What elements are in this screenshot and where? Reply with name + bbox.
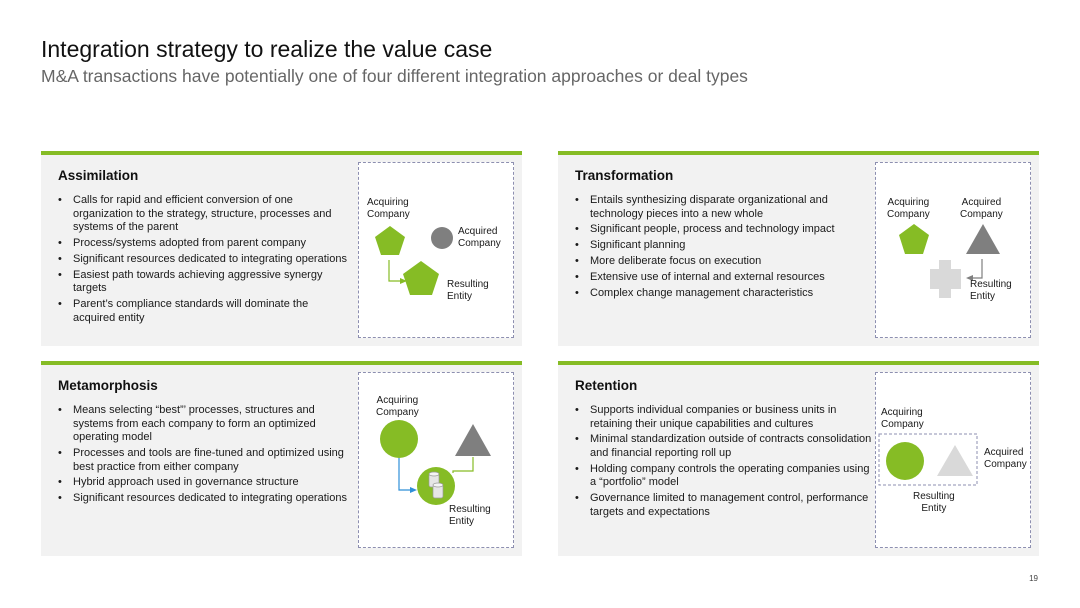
bullet-list: Means selecting “best”’ processes, struc…: [58, 404, 348, 508]
pentagon-icon: [899, 224, 929, 254]
bullet-item: Significant resources dedicated to integ…: [58, 253, 348, 267]
bullet-item: Means selecting “best”’ processes, struc…: [58, 404, 348, 445]
assimilation-panel: Assimilation Calls for rapid and efficie…: [41, 151, 522, 346]
panel-title: Assimilation: [58, 168, 139, 183]
panel-title: Transformation: [575, 168, 674, 183]
bullet-item: Significant resources dedicated to integ…: [58, 492, 348, 506]
connector-line: [398, 458, 413, 491]
transformation-diagram: Acquiring Company Acquired Company Resul…: [875, 162, 1031, 338]
triangle-icon: [455, 424, 491, 456]
bullet-list: Entails synthesizing disparate organizat…: [575, 194, 873, 302]
pentagon-icon: [375, 226, 405, 255]
bullet-item: Entails synthesizing disparate organizat…: [575, 194, 873, 221]
bullet-item: Minimal standardization outside of contr…: [575, 433, 873, 460]
resulting-entity-label: Resulting Entity: [970, 279, 1012, 302]
acquiring-company-label: Acquiring Company: [367, 197, 410, 220]
bullet-item: Complex change management characteristic…: [575, 287, 873, 301]
database-icon: [428, 471, 444, 499]
triangle-icon: [937, 445, 973, 476]
resulting-entity-label: Resulting Entity: [913, 491, 955, 514]
metamorphosis-diagram: Acquiring Company Resulting Entity: [358, 372, 514, 548]
acquired-company-label: Acquired Company: [458, 226, 501, 249]
circle-icon: [886, 442, 924, 480]
connector-line: [452, 457, 474, 473]
arrow-head-icon: [410, 487, 417, 493]
holding-company-box: [878, 433, 978, 486]
page-subtitle: M&A transactions have potentially one of…: [41, 66, 748, 86]
panel-title: Metamorphosis: [58, 378, 158, 393]
acquiring-company-label: Acquiring Company: [887, 197, 930, 220]
arrow-head-icon: [966, 275, 973, 281]
page-number: 19: [1029, 574, 1038, 583]
bullet-item: Extensive use of internal and external r…: [575, 271, 873, 285]
retention-panel: Retention Supports individual companies …: [558, 361, 1039, 556]
transformation-panel: Transformation Entails synthesizing disp…: [558, 151, 1039, 346]
bullet-item: Process/systems adopted from parent comp…: [58, 237, 348, 251]
connector-line: [970, 259, 983, 279]
acquiring-company-label: Acquiring Company: [881, 407, 924, 430]
acquired-company-label: Acquired Company: [984, 447, 1027, 470]
bullet-item: Easiest path towards achieving aggressiv…: [58, 269, 348, 296]
retention-diagram: Acquiring Company Acquired Company Resul…: [875, 372, 1031, 548]
bullet-item: Holding company controls the operating c…: [575, 463, 873, 490]
bullet-item: Processes and tools are fine-tuned and o…: [58, 447, 348, 474]
pentagon-icon: [403, 261, 439, 295]
acquired-company-label: Acquired Company: [960, 197, 1003, 220]
bullet-list: Supports individual companies or busines…: [575, 404, 873, 522]
panel-title: Retention: [575, 378, 638, 393]
bullet-item: Hybrid approach used in governance struc…: [58, 476, 348, 490]
assimilation-diagram: Acquiring Company Acquired Company Resul…: [358, 162, 514, 338]
bullet-list: Calls for rapid and efficient conversion…: [58, 194, 348, 327]
bullet-item: Supports individual companies or busines…: [575, 404, 873, 431]
acquiring-company-label: Acquiring Company: [376, 395, 419, 418]
bullet-item: Significant planning: [575, 239, 873, 253]
bullet-item: Parent’s compliance standards will domin…: [58, 298, 348, 325]
bullet-item: Calls for rapid and efficient conversion…: [58, 194, 348, 235]
arrow-head-icon: [400, 278, 407, 284]
page-title: Integration strategy to realize the valu…: [41, 36, 493, 62]
bullet-item: Significant people, process and technolo…: [575, 223, 873, 237]
resulting-entity-label: Resulting Entity: [447, 279, 489, 302]
cross-icon: [930, 260, 961, 298]
connector-line: [388, 260, 403, 282]
resulting-entity-label: Resulting Entity: [449, 504, 491, 527]
bullet-item: More deliberate focus on execution: [575, 255, 873, 269]
metamorphosis-panel: Metamorphosis Means selecting “best”’ pr…: [41, 361, 522, 556]
triangle-icon: [966, 224, 1000, 254]
circle-icon: [380, 420, 418, 458]
circle-icon: [431, 227, 453, 249]
bullet-item: Governance limited to management control…: [575, 492, 873, 519]
